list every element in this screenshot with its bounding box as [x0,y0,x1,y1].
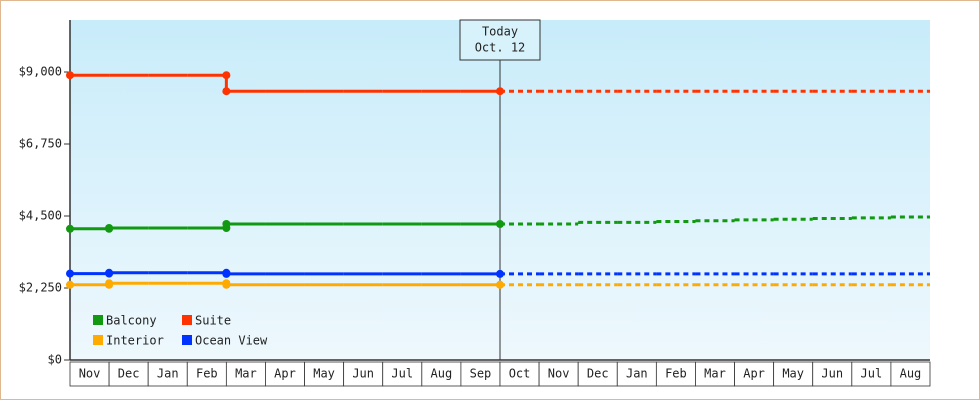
x-tick-cell [577,361,618,387]
point [222,71,231,80]
x-tick-label: Dec [118,367,140,381]
x-tick-label: Jan [626,367,648,381]
x-tick-label: Aug [900,367,922,381]
y-tick-label: $2,250 [19,281,62,295]
point [105,224,114,232]
x-tick-cell [343,361,384,387]
point [496,280,504,289]
x-tick-label: Jun [352,367,374,381]
x-tick-label: Feb [196,367,218,381]
point [496,269,504,278]
x-tick-cell [69,361,110,387]
x-tick-cell [225,361,266,387]
legend-swatch [93,315,103,325]
point [66,224,74,233]
point [222,87,231,96]
x-tick-label: Apr [743,367,765,381]
x-tick-label: Jul [391,367,413,381]
x-tick-label: Apr [274,367,296,381]
point [222,280,231,289]
point [496,87,504,96]
x-tick-cell [655,361,696,387]
x-tick-label: Nov [79,367,101,381]
legend-swatch [182,315,192,325]
x-tick-label: Feb [665,367,687,381]
x-tick-cell [890,361,931,387]
x-tick-label: May [313,367,335,381]
today-box [459,19,541,61]
legend-label: Balcony [106,314,157,328]
y-tick-label: $9,000 [19,65,62,79]
x-tick-label: Mar [235,367,257,381]
x-tick-label: Jul [861,367,883,381]
x-tick-label: May [782,367,804,381]
y-tick-label: $0 [48,353,62,367]
x-tick-cell [499,361,540,387]
x-tick-cell [773,361,814,387]
x-tick-label: Nov [548,367,570,381]
today-date: Oct. 12 [475,41,526,55]
x-tick-label: Mar [704,367,726,381]
legend-label: Interior [106,334,164,348]
x-tick-label: Oct [509,367,531,381]
point [66,71,74,80]
x-tick-cell [734,361,775,387]
point [66,269,74,278]
point [496,220,504,228]
point [66,280,74,289]
x-tick-cell [304,361,345,387]
legend-swatch [93,335,103,345]
point [222,269,231,278]
today-label: Today [482,25,518,39]
x-tick-label: Jan [157,367,179,381]
x-tick-label: Sep [470,367,492,381]
x-tick-cell [616,361,657,387]
x-tick-cell [421,361,462,387]
point [105,279,114,288]
x-tick-cell [538,361,579,387]
x-tick-label: Aug [431,367,453,381]
legend-swatch [182,335,192,345]
x-tick-label: Jun [821,367,843,381]
x-tick-cell [851,361,892,387]
point [105,268,114,277]
x-tick-cell [460,361,501,387]
legend-label: Suite [195,314,231,328]
x-tick-cell [265,361,305,387]
y-tick-label: $4,500 [19,209,62,223]
legend-label: Ocean View [195,334,268,348]
x-tick-cell [695,361,735,387]
point [222,220,231,228]
x-tick-label: Dec [587,367,609,381]
y-tick-label: $6,750 [19,137,62,151]
